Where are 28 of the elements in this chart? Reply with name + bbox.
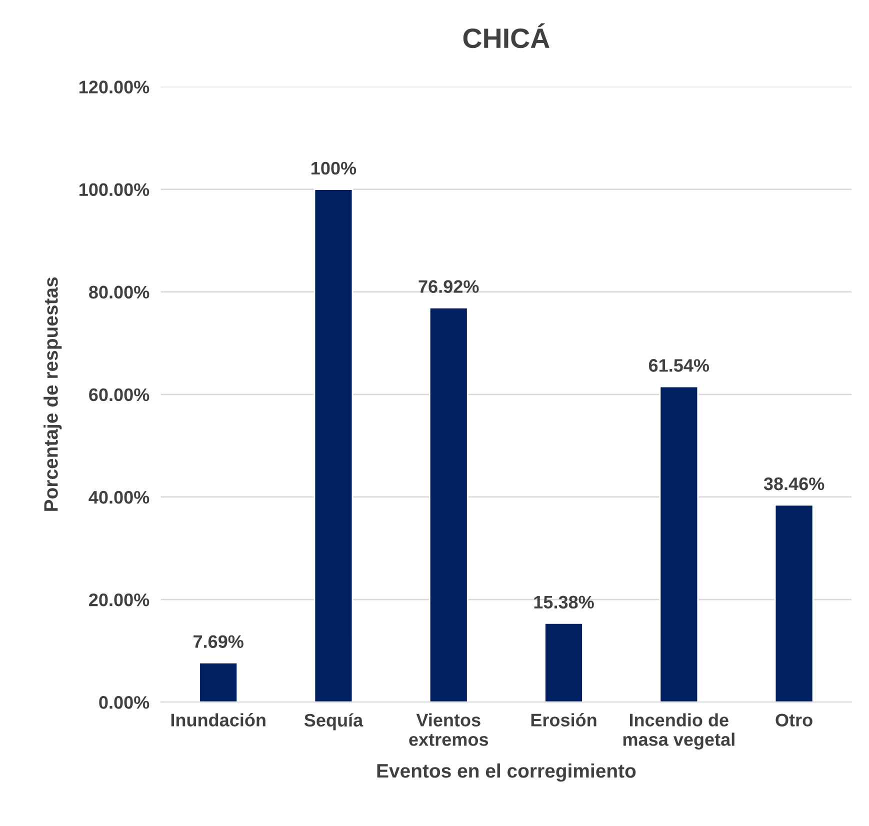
x-axis-title: Eventos en el corregimiento bbox=[377, 763, 636, 782]
data-label: 7.69% bbox=[194, 635, 244, 648]
bar bbox=[774, 504, 814, 702]
bar bbox=[198, 662, 238, 702]
data-label: 61.54% bbox=[648, 359, 710, 372]
y-tick-label: 20.00% bbox=[89, 593, 150, 606]
x-tick-label: Sequía bbox=[304, 713, 364, 730]
bar bbox=[314, 188, 354, 702]
x-tick-label: Vientos extremos bbox=[409, 713, 488, 746]
y-axis-title: Porcentaje de respuestas bbox=[44, 277, 62, 511]
data-label: 100% bbox=[312, 162, 356, 175]
data-label: 15.38% bbox=[534, 596, 594, 609]
bar bbox=[428, 306, 468, 702]
x-tick-label: Inundación bbox=[171, 713, 266, 726]
bar bbox=[544, 622, 584, 702]
data-label: 76.92% bbox=[418, 280, 479, 293]
y-tick-label: 60.00% bbox=[89, 388, 150, 402]
x-tick-label: Erosión bbox=[531, 713, 596, 726]
data-label: 38.46% bbox=[764, 477, 824, 490]
y-tick-label: 100.00% bbox=[80, 183, 150, 196]
bar bbox=[659, 386, 699, 702]
x-tick-label: Otro bbox=[776, 714, 812, 726]
x-tick-label: Incendio de masa vegetal bbox=[623, 713, 734, 750]
y-tick-label: 80.00% bbox=[88, 286, 150, 299]
y-tick-label: 40.00% bbox=[88, 490, 150, 504]
y-tick-label: 120.00% bbox=[80, 80, 150, 94]
chart-title: CHICÁ bbox=[463, 23, 550, 48]
y-tick-label: 0.00% bbox=[99, 696, 150, 709]
